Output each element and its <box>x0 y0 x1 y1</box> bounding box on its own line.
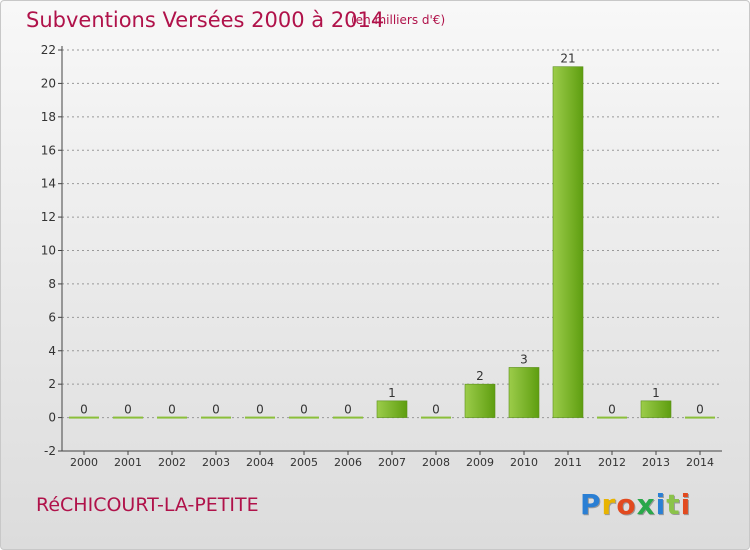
bar <box>333 416 363 419</box>
x-tick-label: 2006 <box>334 456 362 469</box>
data-label: 0 <box>344 403 352 417</box>
y-tick-label: 2 <box>48 377 56 391</box>
x-tick-label: 2000 <box>70 456 98 469</box>
y-tick-label: 16 <box>41 143 56 157</box>
logo-letter: o <box>616 488 637 521</box>
x-tick-label: 2004 <box>246 456 274 469</box>
y-tick-label: 8 <box>48 277 56 291</box>
bar <box>201 416 231 419</box>
logo-letter: t <box>666 488 681 521</box>
data-label: 0 <box>124 403 132 417</box>
data-label: 0 <box>432 403 440 417</box>
bar <box>508 367 540 418</box>
x-tick-label: 2005 <box>290 456 318 469</box>
bars <box>69 66 715 419</box>
data-label: 0 <box>168 403 176 417</box>
data-label: 3 <box>520 352 528 366</box>
logo-letter: i <box>655 488 667 521</box>
y-tick-label: 12 <box>41 210 56 224</box>
y-tick-label: 10 <box>41 244 56 258</box>
data-label: 1 <box>388 386 396 400</box>
x-tick-label: 2013 <box>642 456 670 469</box>
y-tick-label: 0 <box>48 411 56 425</box>
logo-letter: r <box>601 488 617 521</box>
data-label: 0 <box>80 403 88 417</box>
bar <box>157 416 187 419</box>
x-tick-label: 2011 <box>554 456 582 469</box>
chart-subtitle: (en milliers d'€) <box>351 13 446 27</box>
data-label: 2 <box>476 369 484 383</box>
data-label: 21 <box>560 52 575 66</box>
bar <box>685 416 715 419</box>
y-tick-label: 4 <box>48 344 56 358</box>
x-tick-label: 2001 <box>114 456 142 469</box>
y-tick-label: 18 <box>41 110 56 124</box>
commune-name: RéCHICOURT-LA-PETITE <box>36 494 259 516</box>
x-tick-label: 2014 <box>686 456 714 469</box>
y-tick-label: 6 <box>48 310 56 324</box>
bar <box>421 416 451 419</box>
bar <box>640 400 672 418</box>
bar <box>376 400 408 418</box>
y-tick-label: 20 <box>41 76 56 90</box>
bar <box>464 383 496 418</box>
x-tick-label: 2008 <box>422 456 450 469</box>
x-tick-label: 2007 <box>378 456 406 469</box>
x-tick-label: 2002 <box>158 456 186 469</box>
y-tick-label: 14 <box>41 177 56 191</box>
data-label: 0 <box>300 403 308 417</box>
x-tick-label: 2009 <box>466 456 494 469</box>
logo-letter: i <box>680 488 692 521</box>
data-label: 0 <box>696 403 704 417</box>
y-tick-label: -2 <box>44 444 56 458</box>
proxiti-logo: Proxiti <box>580 488 691 521</box>
x-tick-label: 2003 <box>202 456 230 469</box>
bar <box>69 416 99 419</box>
bar <box>245 416 275 419</box>
data-label: 0 <box>256 403 264 417</box>
data-label: 0 <box>212 403 220 417</box>
x-tick-label: 2010 <box>510 456 538 469</box>
data-label: 0 <box>608 403 616 417</box>
logo-letter: P <box>580 488 602 521</box>
x-tick-label: 2012 <box>598 456 626 469</box>
data-label: 1 <box>652 386 660 400</box>
bar <box>113 416 143 419</box>
chart-title: Subventions Versées 2000 à 2014 <box>26 8 385 32</box>
bar <box>597 416 627 419</box>
bar <box>289 416 319 419</box>
logo-letter: x <box>636 488 656 521</box>
y-tick-label: 22 <box>41 43 56 57</box>
bar <box>552 66 584 418</box>
data-labels: 0 0 0 0 0 0 0 1 0 2 3 21 0 1 0 <box>80 52 704 417</box>
